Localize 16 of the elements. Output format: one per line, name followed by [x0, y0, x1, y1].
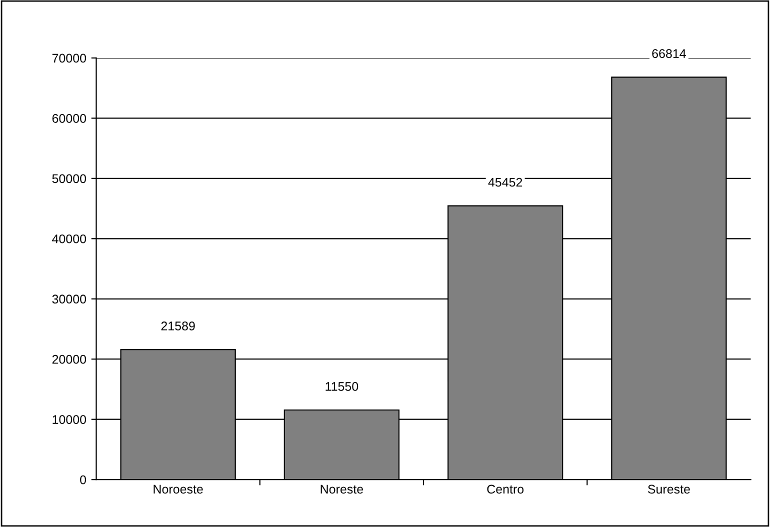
- data-label: 45452: [488, 178, 522, 187]
- y-tick-label: 60000: [52, 114, 86, 123]
- y-tick-label: 20000: [52, 354, 86, 364]
- x-tick-label: Noroeste: [154, 484, 203, 494]
- x-tick-label: Centro: [487, 484, 524, 494]
- x-tick-label: Noreste: [320, 484, 364, 494]
- y-tick-label: 0: [80, 475, 86, 484]
- y-tick-label: 50000: [52, 174, 86, 184]
- y-tick-label: 70000: [52, 54, 86, 63]
- data-label: 66814: [652, 49, 686, 58]
- y-tick-label: 40000: [52, 234, 86, 244]
- y-tick-label: 30000: [52, 294, 86, 304]
- data-label: 21589: [161, 322, 195, 330]
- data-label: 11550: [326, 382, 358, 391]
- x-tick-label: Sureste: [648, 484, 690, 494]
- y-tick-label: 10000: [52, 415, 86, 424]
